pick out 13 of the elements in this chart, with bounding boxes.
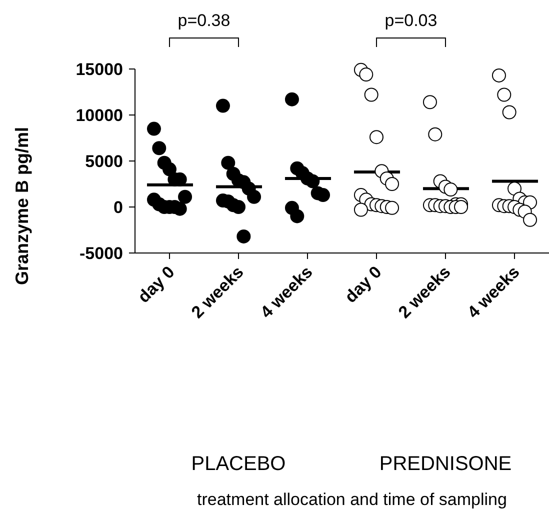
y-tick-label: 5000 (85, 152, 123, 171)
y-tick-label: 10000 (76, 106, 123, 125)
text: PREDNISONE (379, 453, 512, 475)
x-tick-label: day 0 (341, 262, 386, 307)
text: p=0.38 (178, 11, 230, 30)
text: p=0.03 (384, 11, 438, 30)
y-tick-label: 15000 (76, 60, 123, 79)
y-axis-title: Granzyme B pg/ml (12, 126, 32, 286)
y-tick-label: 0 (114, 198, 123, 217)
y-tick-label: -5000 (80, 244, 123, 263)
text: treatment allocation and time of sampling (197, 490, 507, 509)
text: PLACEBO (191, 453, 286, 475)
x-tick-label: day 0 (134, 262, 178, 307)
